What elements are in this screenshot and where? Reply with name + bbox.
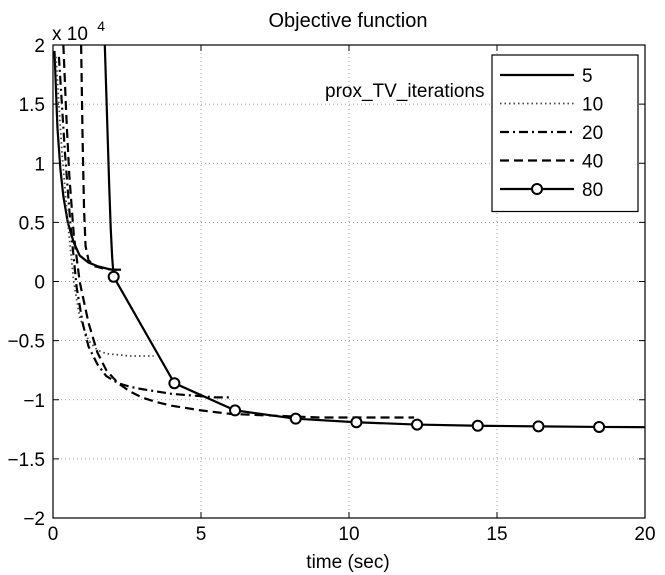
y-exponent-base: x 10 xyxy=(52,24,88,45)
y-tick-label: −2 xyxy=(23,509,45,530)
legend-label-40: 40 xyxy=(582,152,603,173)
y-tick-label: 1 xyxy=(34,154,45,175)
x-tick-label: 15 xyxy=(486,524,507,545)
y-exponent-power: 4 xyxy=(97,18,105,34)
series-line-20 xyxy=(57,56,231,399)
grid-layer xyxy=(53,45,645,518)
y-tick-label: 2 xyxy=(34,36,45,57)
y-tick-label: −1 xyxy=(23,391,45,412)
legend-label-5: 5 xyxy=(582,66,593,87)
series-marker-80 xyxy=(350,416,363,429)
x-tick-label: 0 xyxy=(48,524,59,545)
legend-box xyxy=(491,54,639,213)
series-line-5 xyxy=(53,50,122,271)
y-tick-label: −0.5 xyxy=(7,332,45,353)
series-line-40 xyxy=(80,44,122,271)
legend-label-10: 10 xyxy=(582,95,603,116)
x-tick-label: 20 xyxy=(634,524,655,545)
series-line-80 xyxy=(112,276,646,429)
y-tick-label: 1.5 xyxy=(19,95,45,116)
series-marker-80 xyxy=(229,404,242,417)
y-tick-label: 0 xyxy=(34,273,45,294)
series-line-10 xyxy=(55,56,154,357)
x-axis-label: time (sec) xyxy=(306,552,389,573)
series-marker-80 xyxy=(107,270,120,283)
series-marker-80 xyxy=(168,377,181,390)
chart-annotation: prox_TV_iterations xyxy=(325,81,484,102)
y-tick-label: −1.5 xyxy=(7,450,45,471)
series-line-80 xyxy=(103,44,115,277)
legend-label-20: 20 xyxy=(582,123,603,144)
series-marker-80 xyxy=(471,419,484,432)
series-layer xyxy=(53,44,646,433)
legend-label-80: 80 xyxy=(582,180,603,201)
chart-title: Objective function xyxy=(269,10,428,32)
y-tick-label: 0.5 xyxy=(19,213,45,234)
series-marker-80 xyxy=(289,412,302,425)
y-exponent-label: x 10 4 xyxy=(52,18,105,45)
x-tick-label: 5 xyxy=(196,524,207,545)
series-marker-80 xyxy=(593,420,606,433)
series-marker-80 xyxy=(532,420,545,433)
x-tick-label: 10 xyxy=(338,524,359,545)
legend-marker-80 xyxy=(531,183,543,195)
legend: 5 10 20 40 80 xyxy=(491,54,639,213)
series-line-40 xyxy=(62,44,415,419)
series-marker-80 xyxy=(411,418,424,431)
tick-layer: 0 5 10 15 20 −2 −1.5 −1 −0.5 0 0.5 1 1.5 2 xyxy=(7,36,655,545)
